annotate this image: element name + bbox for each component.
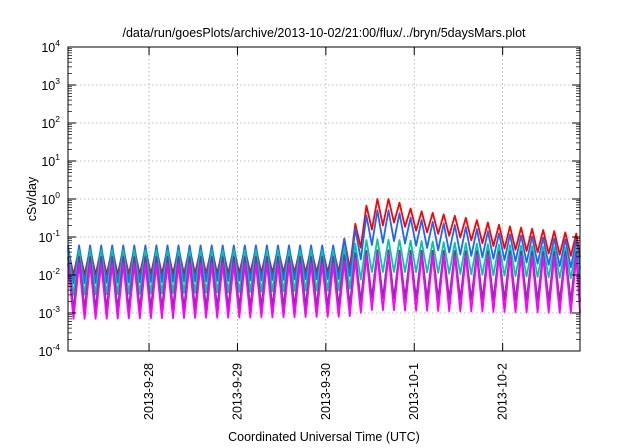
series-layer xyxy=(67,198,581,320)
y-tick-labels: 10-4 10-3 10-2 10-1 100 101 102 103 104 xyxy=(39,38,61,359)
y-axis-label: cSv/day xyxy=(25,176,39,221)
x-tick-label: 2013-10-2 xyxy=(496,363,510,420)
y-tick-label: 10-1 xyxy=(39,228,61,245)
y-tick-label: 102 xyxy=(41,114,60,131)
x-axis-label: Coordinated Universal Time (UTC) xyxy=(228,430,420,444)
series-line xyxy=(67,238,581,296)
y-tick-label: 101 xyxy=(41,152,60,169)
chart-title: /data/run/goesPlots/archive/2013-10-02/2… xyxy=(122,26,526,40)
y-tick-label: 10-2 xyxy=(39,266,61,283)
y-tick-label: 103 xyxy=(41,76,60,93)
series-line xyxy=(67,253,581,320)
y-tick-label: 100 xyxy=(41,190,60,207)
y-tick-label: 10-3 xyxy=(39,304,61,321)
y-tick-label: 104 xyxy=(41,38,60,55)
x-tick-label: 2013-9-29 xyxy=(230,363,244,420)
x-tick-label: 2013-10-1 xyxy=(407,363,421,420)
y-tick-label: 10-4 xyxy=(39,342,61,359)
x-tick-label: 2013-9-28 xyxy=(142,363,156,420)
series-line xyxy=(67,209,581,285)
x-tick-label: 2013-9-30 xyxy=(319,363,333,420)
axis-ticks xyxy=(68,46,580,352)
x-tick-labels: 2013-9-28 2013-9-29 2013-9-30 2013-10-1 2013… xyxy=(142,363,510,420)
